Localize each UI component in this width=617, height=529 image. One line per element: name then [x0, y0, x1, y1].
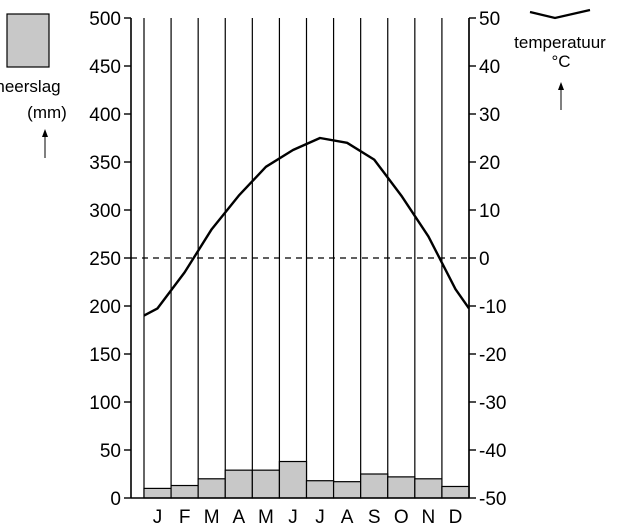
temperature-label-line1: temperatuur	[514, 33, 606, 52]
precipitation-bar	[197, 478, 226, 499]
left-tick-label: 0	[110, 489, 121, 510]
precipitation-bar	[360, 473, 389, 499]
right-tick-label: 10	[479, 201, 500, 222]
left-tick-label: 500	[89, 9, 121, 30]
left-tick-label: 150	[89, 345, 121, 366]
right-tick-label: 50	[479, 9, 500, 30]
month-label: M	[258, 507, 274, 528]
left-tick-label: 200	[89, 297, 121, 318]
month-label: D	[449, 507, 463, 528]
temperature-label-line2: °C	[551, 52, 570, 71]
right-tick-label: -30	[479, 393, 506, 414]
month-label: J	[288, 507, 298, 528]
precipitation-label-line1: neerslag	[0, 77, 61, 96]
precipitation-bar	[170, 484, 199, 499]
left-axis-ticks: 0 50 100 150 200 250 300 350 400 450 500	[89, 9, 131, 510]
month-label: O	[394, 507, 409, 528]
grid	[131, 18, 470, 498]
right-tick-label: -50	[479, 489, 506, 510]
precipitation-bar	[251, 469, 281, 499]
right-axis-ticks: -50 -40 -30 -20 -10 0 10 20 30 40 50	[469, 9, 506, 510]
month-label: F	[179, 507, 191, 528]
month-label: N	[422, 507, 436, 528]
left-tick-label: 450	[89, 57, 121, 78]
precipitation-bar	[305, 480, 335, 499]
precipitation-bars	[143, 460, 470, 499]
left-tick-label: 400	[89, 105, 121, 126]
precipitation-label-line2: (mm)	[27, 103, 67, 122]
precipitation-bar	[332, 481, 362, 499]
left-tick-label: 50	[100, 441, 121, 462]
month-label: S	[368, 507, 381, 528]
precipitation-legend-swatch	[6, 13, 50, 68]
right-tick-label: -40	[479, 441, 506, 462]
left-tick-label: 100	[89, 393, 121, 414]
temperature-up-arrow	[558, 82, 564, 110]
left-tick-label: 250	[89, 249, 121, 270]
precipitation-bar	[387, 476, 416, 499]
right-tick-label: 20	[479, 153, 500, 174]
left-tick-label: 300	[89, 201, 121, 222]
right-tick-label: 0	[479, 249, 490, 270]
month-label: J	[315, 507, 325, 528]
right-tick-label: -10	[479, 297, 506, 318]
precipitation-up-arrow	[42, 129, 48, 158]
left-tick-label: 350	[89, 153, 121, 174]
month-label: J	[153, 507, 163, 528]
right-tick-label: 40	[479, 57, 500, 78]
temperature-line-group	[143, 136, 470, 317]
right-tick-label: -20	[479, 345, 506, 366]
right-tick-label: 30	[479, 105, 500, 126]
precipitation-bar	[278, 460, 308, 499]
precipitation-bar	[224, 469, 253, 499]
month-label: M	[204, 507, 220, 528]
temperature-legend-line	[529, 8, 591, 20]
temperature-line	[143, 136, 470, 317]
precipitation-bar	[143, 487, 172, 499]
month-label: A	[341, 507, 354, 528]
precipitation-bar	[441, 485, 470, 499]
precipitation-bar	[414, 478, 443, 499]
month-label: A	[232, 507, 245, 528]
